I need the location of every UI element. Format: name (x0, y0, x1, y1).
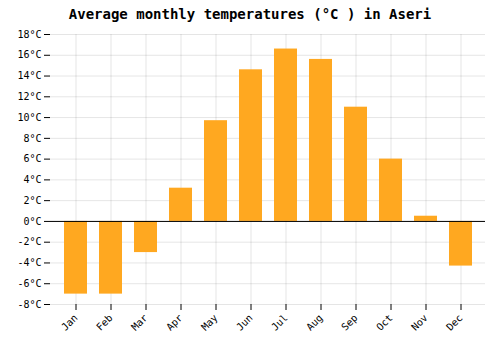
svg-text:-2°C: -2°C (17, 236, 41, 247)
svg-text:Dec: Dec (444, 312, 465, 333)
svg-text:0°C: 0°C (23, 216, 41, 227)
svg-text:8°C: 8°C (23, 133, 41, 144)
svg-text:Sep: Sep (339, 312, 360, 333)
svg-text:Mar: Mar (129, 312, 150, 333)
svg-text:Jun: Jun (234, 312, 255, 333)
svg-text:18°C: 18°C (17, 29, 41, 40)
svg-text:Nov: Nov (409, 312, 430, 333)
svg-text:6°C: 6°C (23, 153, 41, 164)
svg-text:-8°C: -8°C (17, 299, 41, 310)
svg-text:12°C: 12°C (17, 91, 41, 102)
svg-text:Feb: Feb (94, 312, 115, 333)
svg-text:-4°C: -4°C (17, 257, 41, 268)
svg-text:-6°C: -6°C (17, 278, 41, 289)
svg-text:4°C: 4°C (23, 174, 41, 185)
svg-text:14°C: 14°C (17, 70, 41, 81)
svg-text:Jul: Jul (269, 312, 290, 333)
svg-text:Apr: Apr (164, 312, 185, 333)
svg-text:2°C: 2°C (23, 195, 41, 206)
svg-text:16°C: 16°C (17, 49, 41, 60)
svg-text:10°C: 10°C (17, 112, 41, 123)
svg-text:Aug: Aug (304, 312, 325, 333)
svg-text:May: May (199, 312, 220, 333)
svg-text:Jan: Jan (59, 312, 80, 333)
svg-text:Oct: Oct (374, 312, 395, 333)
html-text:Average monthly temperatures (: Average monthly temperatures (°C ) in As… (68, 6, 432, 22)
